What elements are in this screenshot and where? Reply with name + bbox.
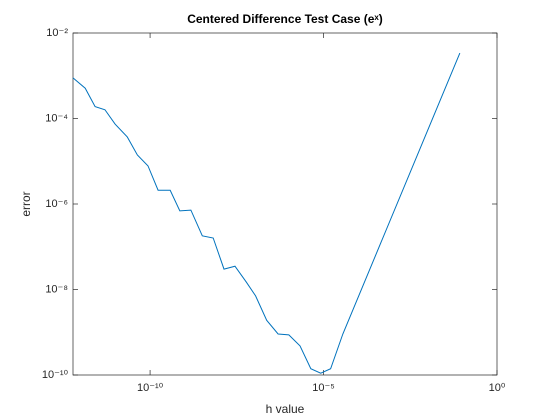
y-tick-label: 10⁻⁶	[45, 198, 68, 210]
x-tick-label: 10⁻¹⁰	[137, 382, 164, 394]
y-tick-label: 10⁻²	[46, 27, 68, 39]
x-axis-label: h value	[266, 402, 305, 416]
chart-title: Centered Difference Test Case (eˣ)	[187, 12, 383, 26]
x-tick-label: 10⁻⁵	[312, 382, 335, 394]
y-tick-label: 10⁻⁴	[45, 112, 68, 124]
data-line	[72, 52, 461, 374]
y-tick-label: 10⁻⁸	[45, 283, 68, 295]
y-axis-label: error	[19, 191, 33, 216]
x-tick-label: 10⁰	[489, 382, 506, 394]
y-tick-label: 10⁻¹⁰	[42, 369, 69, 381]
